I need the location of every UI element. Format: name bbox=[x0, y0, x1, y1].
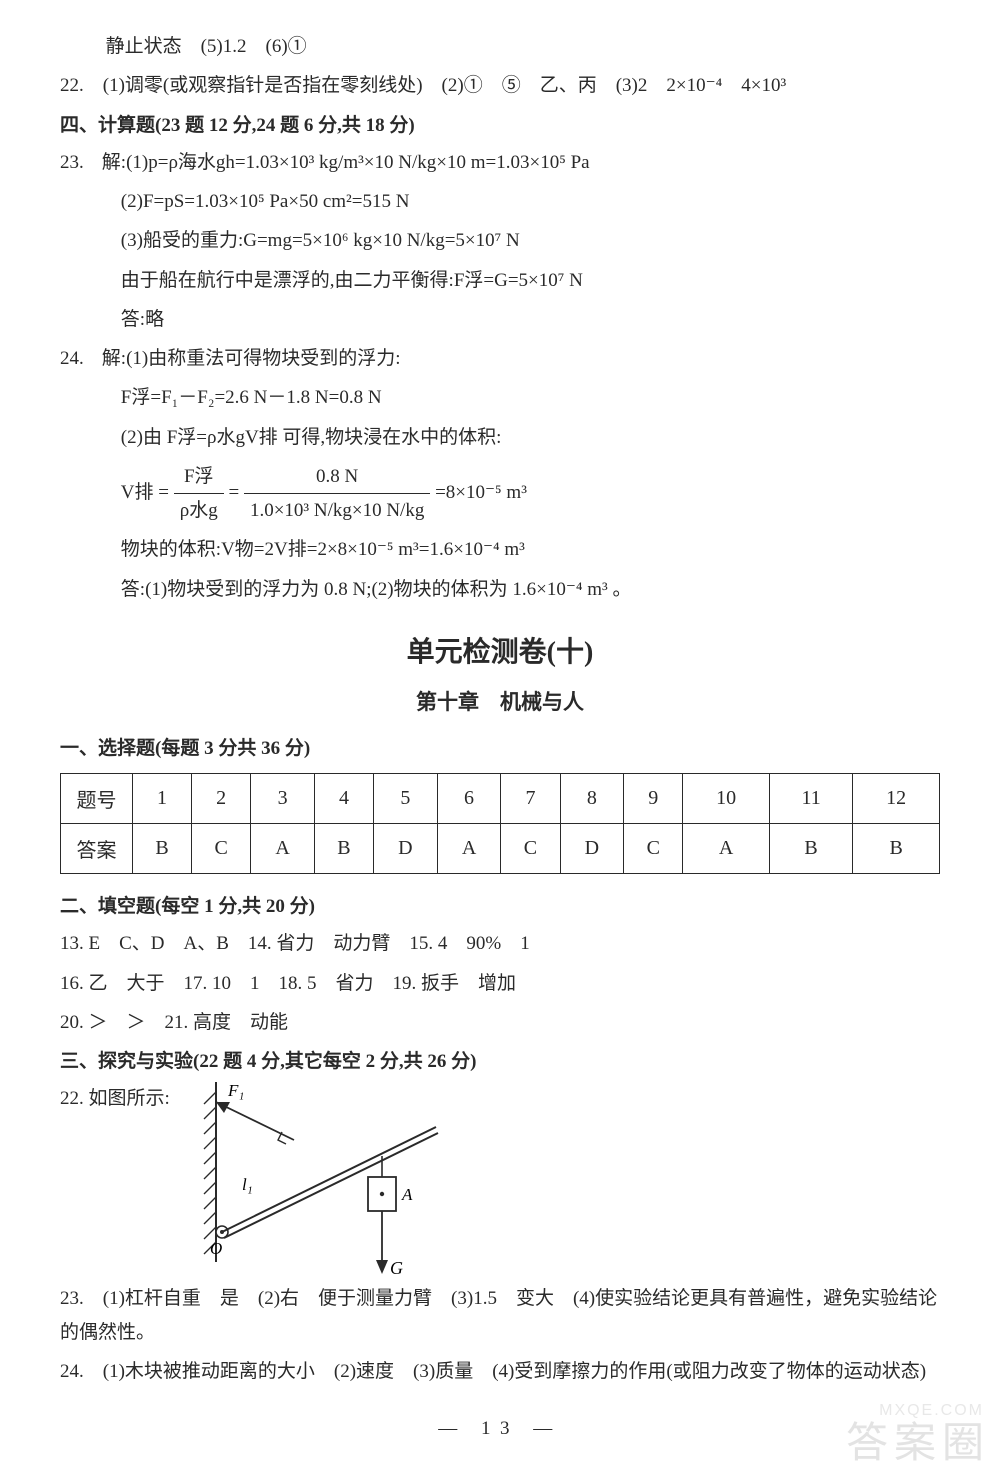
col-ans: C bbox=[624, 824, 683, 874]
col-num: 11 bbox=[769, 774, 853, 824]
col-ans: D bbox=[560, 824, 624, 874]
prev-q-tail: 静止状态 (5)1.2 (6)① bbox=[60, 30, 940, 63]
col-num: 5 bbox=[374, 774, 438, 824]
watermark-url: MXQE.COM bbox=[879, 1402, 984, 1420]
unit10-subtitle: 第十章 机械与人 bbox=[60, 686, 940, 716]
col-num: 12 bbox=[853, 774, 940, 824]
table-row: 答案 B C A B D A C D C A B B bbox=[61, 824, 940, 874]
col-ans: A bbox=[683, 824, 770, 874]
col-ans: C bbox=[501, 824, 560, 874]
frac-rhs: =8×10⁻⁵ m³ bbox=[435, 482, 527, 503]
frac2-top: 0.8 N bbox=[244, 460, 430, 494]
q24-l1: 24.解:(1)由称重法可得物块受到的浮力: bbox=[60, 342, 940, 375]
col-num: 6 bbox=[437, 774, 501, 824]
q24-l2: F浮=F₁－F₂=2.6 N－1.8 N=0.8 N bbox=[60, 381, 940, 414]
frac1-top: F浮 bbox=[174, 460, 224, 494]
unit10-sec2-head: 二、填空题(每空 1 分,共 20 分) bbox=[60, 890, 940, 923]
col-ans: A bbox=[251, 824, 315, 874]
fill-l2: 16. 乙 大于 17. 10 1 18. 5 省力 19. 扳手 增加 bbox=[60, 967, 940, 1000]
q24-l6: 答:(1)物块受到的浮力为 0.8 N;(2)物块的体积为 1.6×10⁻⁴ m… bbox=[60, 573, 940, 606]
table-row: 题号 1 2 3 4 5 6 7 8 9 10 11 12 bbox=[61, 774, 940, 824]
col-ans: D bbox=[374, 824, 438, 874]
col-num: 8 bbox=[560, 774, 624, 824]
frac1-bot: ρ水g bbox=[174, 494, 224, 527]
diagram-label-g: G bbox=[390, 1258, 403, 1278]
col-num: 3 bbox=[251, 774, 315, 824]
fraction-1: F浮 ρ水g bbox=[174, 460, 224, 528]
q24-l3: (2)由 F浮=ρ水gV排 可得,物块浸在水中的体积: bbox=[60, 421, 940, 454]
col-num: 9 bbox=[624, 774, 683, 824]
q22b-row: 22. 如图所示: O A G F₁ bbox=[60, 1082, 940, 1282]
col-ans: A bbox=[437, 824, 501, 874]
unit10-sec1-head: 一、选择题(每题 3 分共 36 分) bbox=[60, 732, 940, 765]
q23-num: 23. bbox=[60, 146, 102, 179]
q23-text1: 解:(1)p=ρ海水gh=1.03×10³ kg/m³×10 N/kg×10 m… bbox=[102, 152, 590, 173]
col-num: 1 bbox=[133, 774, 192, 824]
section4-head: 四、计算题(23 题 12 分,24 题 6 分,共 18 分) bbox=[60, 109, 940, 142]
diagram-label-l1: l₁ bbox=[242, 1175, 253, 1194]
diagram-label-a: A bbox=[401, 1185, 413, 1204]
q24-num: 24. bbox=[60, 342, 102, 375]
q23-l2: (2)F=pS=1.03×10⁵ Pa×50 cm²=515 N bbox=[60, 185, 940, 218]
col-num: 7 bbox=[501, 774, 560, 824]
col-num: 10 bbox=[683, 774, 770, 824]
col-ans: C bbox=[192, 824, 251, 874]
col-ans: B bbox=[769, 824, 853, 874]
col-ans: B bbox=[853, 824, 940, 874]
frac2-bot: 1.0×10³ N/kg×10 N/kg bbox=[244, 494, 430, 527]
q24-frac-line: V排 = F浮 ρ水g = 0.8 N 1.0×10³ N/kg×10 N/kg… bbox=[60, 460, 940, 528]
col-num: 4 bbox=[314, 774, 373, 824]
frac-lhs: V排 = bbox=[121, 482, 174, 503]
q24b-line: 24. (1)木块被推动距离的大小 (2)速度 (3)质量 (4)受到摩擦力的作… bbox=[60, 1355, 940, 1388]
q23b-line: 23. (1)杠杆自重 是 (2)右 便于测量力臂 (3)1.5 变大 (4)使… bbox=[60, 1282, 940, 1349]
col-ans: B bbox=[314, 824, 373, 874]
q23-l4: 由于船在航行中是漂浮的,由二力平衡得:F浮=G=5×10⁷ N bbox=[60, 264, 940, 297]
row-head-ans: 答案 bbox=[61, 824, 133, 874]
col-num: 2 bbox=[192, 774, 251, 824]
unit10-sec3-head: 三、探究与实验(22 题 4 分,其它每空 2 分,共 26 分) bbox=[60, 1045, 940, 1078]
row-head-num: 题号 bbox=[61, 774, 133, 824]
answer-table: 题号 1 2 3 4 5 6 7 8 9 10 11 12 答案 B C A B… bbox=[60, 773, 940, 874]
fill-l1: 13. E C、D A、B 14. 省力 动力臂 15. 4 90% 1 bbox=[60, 927, 940, 960]
unit10-title: 单元检测卷(十) bbox=[60, 630, 940, 670]
fill-l3: 20. ＞ ＞ 21. 高度 动能 bbox=[60, 1006, 940, 1039]
q24-l5: 物块的体积:V物=2V排=2×8×10⁻⁵ m³=1.6×10⁻⁴ m³ bbox=[60, 533, 940, 566]
q22b-lead: 22. 如图所示: bbox=[60, 1082, 170, 1115]
page-number: — 13 — bbox=[60, 1418, 940, 1440]
q23-l5: 答:略 bbox=[60, 303, 940, 336]
q23-l3: (3)船受的重力:G=mg=5×10⁶ kg×10 N/kg=5×10⁷ N bbox=[60, 224, 940, 257]
fraction-2: 0.8 N 1.0×10³ N/kg×10 N/kg bbox=[244, 460, 430, 528]
q22-line: 22. (1)调零(或观察指针是否指在零刻线处) (2)① ⑤ 乙、丙 (3)2… bbox=[60, 69, 940, 102]
frac-mid: = bbox=[228, 482, 243, 503]
diagram-label-o: O bbox=[210, 1239, 222, 1258]
q24-text1: 解:(1)由称重法可得物块受到的浮力: bbox=[102, 348, 401, 369]
lever-diagram: O A G F₁ l₁ bbox=[186, 1082, 486, 1282]
q23-l1: 23.解:(1)p=ρ海水gh=1.03×10³ kg/m³×10 N/kg×1… bbox=[60, 146, 940, 179]
diagram-label-f1: F₁ bbox=[227, 1082, 244, 1100]
col-ans: B bbox=[133, 824, 192, 874]
